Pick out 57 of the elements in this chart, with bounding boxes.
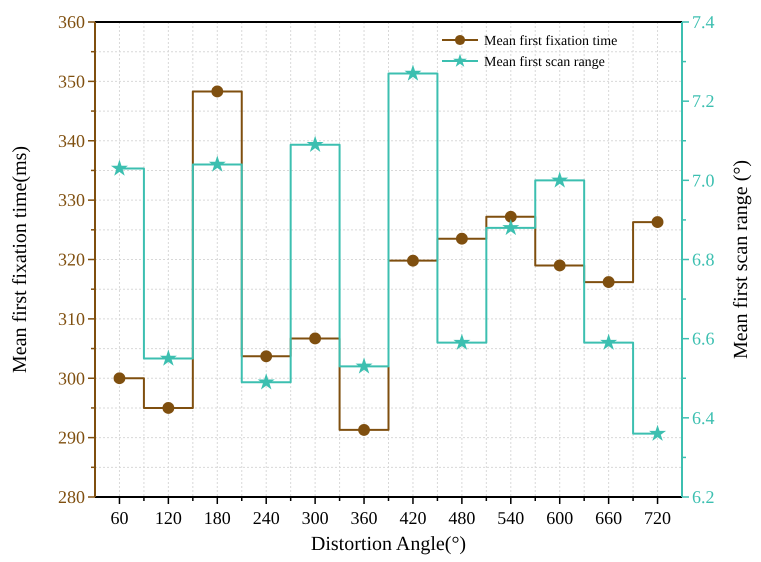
y-tick-label: 340: [58, 130, 85, 151]
x-tick-label: 360: [350, 508, 378, 528]
legend-label: Mean first fixation time: [484, 34, 618, 49]
y-tick-label: 330: [58, 190, 85, 210]
y2-tick-label: 7.0: [692, 170, 714, 190]
y-tick-label: 320: [58, 250, 85, 270]
point: [407, 254, 419, 267]
point: [356, 357, 373, 374]
point: [309, 332, 322, 344]
x-tick-label: 720: [644, 508, 672, 528]
point: [258, 373, 275, 390]
point: [551, 171, 568, 188]
y-tick-label: 350: [58, 71, 85, 92]
x-axis-title: Distortion Angle(°): [310, 533, 466, 555]
y-axis-title: Mean first fixation time(ms): [9, 146, 31, 374]
point: [456, 232, 468, 245]
point: [110, 160, 128, 176]
y2-tick-label: 6.4: [692, 408, 714, 428]
x-tick-label: 420: [399, 508, 426, 528]
point: [208, 156, 226, 172]
point: [306, 136, 324, 152]
point: [404, 64, 422, 81]
y2-tick-label: 7.2: [692, 91, 714, 112]
y-tick-label: 360: [58, 12, 85, 32]
point: [358, 424, 370, 436]
x-tick-label: 180: [204, 508, 231, 528]
y-tick-label: 310: [58, 308, 85, 329]
point: [602, 276, 615, 288]
point: [502, 218, 520, 236]
point: [504, 210, 517, 223]
x-tick-label: 540: [497, 508, 524, 528]
y2-tick-label: 7.4: [692, 12, 714, 32]
y2-tick-label: 6.6: [692, 328, 714, 349]
y2-tick-label: 6.2: [692, 487, 714, 507]
point: [160, 350, 177, 366]
point: [453, 334, 470, 350]
point: [554, 260, 566, 272]
y2-axis-title: Mean first scan range (°): [730, 160, 752, 360]
point: [114, 372, 126, 384]
legend-label: Mean first scan range: [484, 55, 605, 70]
x-tick-label: 660: [595, 508, 622, 528]
y-tick-label: 300: [58, 368, 85, 388]
x-tick-label: 120: [154, 508, 182, 528]
x-tick-label: 240: [252, 508, 280, 528]
point: [652, 216, 664, 228]
point: [260, 350, 272, 362]
point: [211, 86, 224, 98]
y-tick-label: 290: [58, 428, 85, 448]
point: [162, 402, 174, 414]
x-tick-label: 600: [546, 508, 574, 528]
x-tick-label: 480: [448, 508, 476, 528]
x-tick-label: 300: [302, 508, 329, 528]
point: [600, 334, 618, 350]
y-tick-label: 280: [58, 487, 85, 507]
y2-tick-label: 6.8: [692, 250, 714, 270]
point: [649, 424, 666, 441]
x-tick-label: 60: [110, 508, 128, 528]
